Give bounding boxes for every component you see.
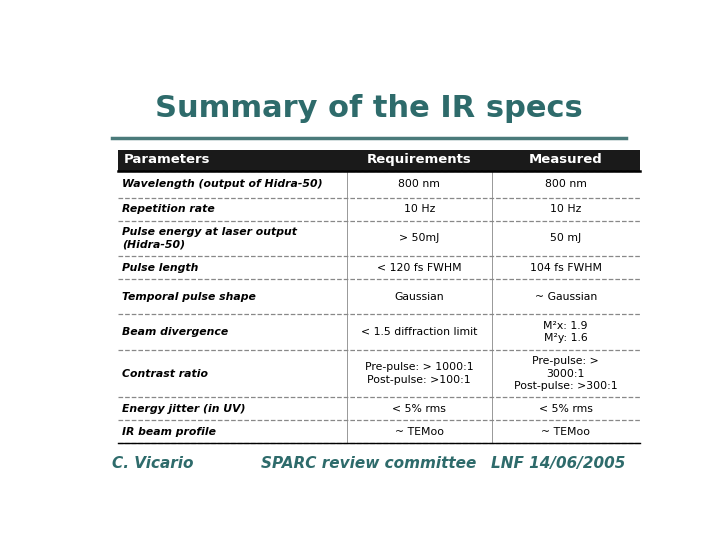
Text: < 1.5 diffraction limit: < 1.5 diffraction limit (361, 327, 477, 337)
Text: < 120 fs FWHM: < 120 fs FWHM (377, 262, 462, 273)
Text: Pulse length: Pulse length (122, 262, 199, 273)
Text: Parameters: Parameters (124, 153, 210, 166)
Text: Summary of the IR specs: Summary of the IR specs (155, 94, 583, 123)
Text: Wavelength (output of Hidra-50): Wavelength (output of Hidra-50) (122, 179, 323, 190)
Text: Pre-pulse: > 1000:1
Post-pulse: >100:1: Pre-pulse: > 1000:1 Post-pulse: >100:1 (365, 362, 474, 384)
Text: 10 Hz: 10 Hz (403, 204, 435, 214)
Text: Contrast ratio: Contrast ratio (122, 368, 208, 379)
Text: Beam divergence: Beam divergence (122, 327, 229, 337)
Text: Pre-pulse: >
3000:1
Post-pulse: >300:1: Pre-pulse: > 3000:1 Post-pulse: >300:1 (514, 356, 618, 391)
Text: 800 nm: 800 nm (398, 179, 440, 190)
Text: Pulse energy at laser output
(Hidra-50): Pulse energy at laser output (Hidra-50) (122, 227, 297, 249)
Text: ~ TEMoo: ~ TEMoo (541, 427, 590, 437)
Text: 104 fs FWHM: 104 fs FWHM (530, 262, 602, 273)
Text: SPARC review committee: SPARC review committee (261, 456, 477, 471)
Text: ~ TEMoo: ~ TEMoo (395, 427, 444, 437)
Text: > 50mJ: > 50mJ (399, 233, 439, 244)
Text: M²x: 1.9
M²y: 1.6: M²x: 1.9 M²y: 1.6 (544, 321, 588, 343)
Text: IR beam profile: IR beam profile (122, 427, 217, 437)
Text: Measured: Measured (528, 153, 603, 166)
Bar (118, 150, 639, 171)
Text: Repetition rate: Repetition rate (122, 204, 215, 214)
Text: 50 mJ: 50 mJ (550, 233, 581, 244)
Text: Gaussian: Gaussian (395, 292, 444, 302)
Text: 10 Hz: 10 Hz (550, 204, 581, 214)
Text: < 5% rms: < 5% rms (392, 404, 446, 414)
Text: < 5% rms: < 5% rms (539, 404, 593, 414)
Text: 800 nm: 800 nm (545, 179, 587, 190)
Text: Energy jitter (in UV): Energy jitter (in UV) (122, 404, 246, 414)
Text: Temporal pulse shape: Temporal pulse shape (122, 292, 256, 302)
Text: LNF 14/06/2005: LNF 14/06/2005 (491, 456, 626, 471)
Text: Requirements: Requirements (367, 153, 472, 166)
Text: C. Vicario: C. Vicario (112, 456, 194, 471)
Text: ~ Gaussian: ~ Gaussian (534, 292, 597, 302)
